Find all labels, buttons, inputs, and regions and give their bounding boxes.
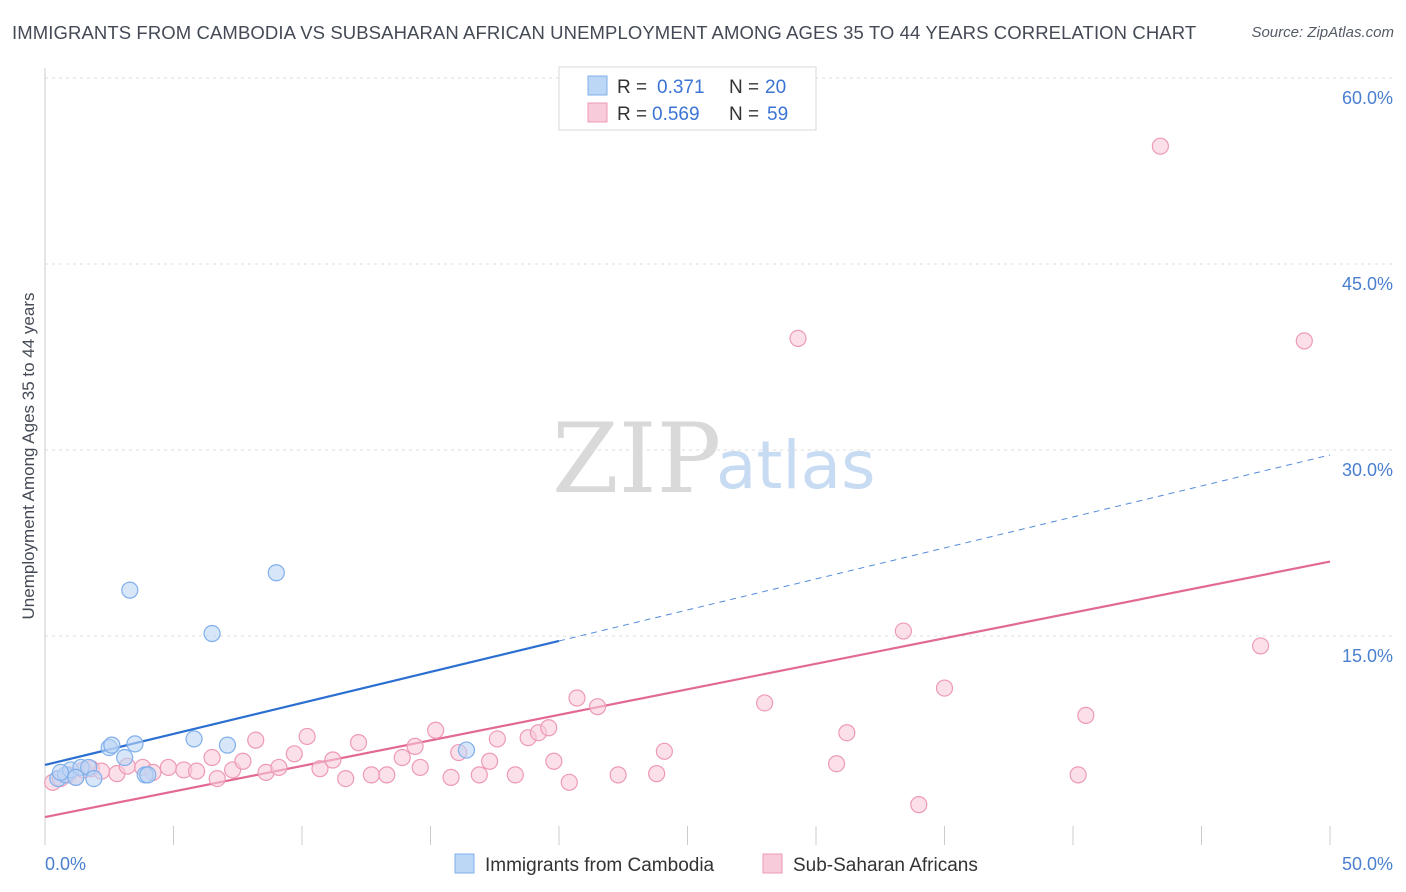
point-cambodia-14 [203,624,221,643]
y-tick-label-1: 30.0% [1342,460,1393,480]
trend-line-cambodia-extension [558,454,1331,642]
point-subsaharan-52 [838,724,856,742]
point-subsaharan-13 [188,762,206,780]
axes: 15.0% 30.0% 45.0% 60.0% 0.0% 50.0% [44,68,1393,874]
point-subsaharan-22 [298,727,316,746]
point-cambodia-9 [121,581,139,599]
y-tick-label-0: 15.0% [1342,646,1393,666]
point-subsaharan-43 [560,773,578,791]
legend-r-label-2: R = [617,104,647,125]
point-subsaharan-37 [481,752,499,770]
point-subsaharan-51 [827,755,846,773]
y-tick-label-3: 60.0% [1342,88,1393,108]
point-subsaharan-25 [337,769,355,788]
point-subsaharan-35 [470,766,488,784]
point-subsaharan-41 [540,719,558,737]
legend-swatch-subsaharan [587,102,608,123]
point-subsaharan-31 [411,758,429,777]
point-subsaharan-44 [568,689,586,707]
point-subsaharan-15 [208,769,226,788]
point-cambodia-12 [139,766,157,784]
bottom-legend-label-subsaharan: Sub-Saharan Africans [793,855,978,876]
y-tick-label-2: 45.0% [1342,274,1393,294]
bottom-legend-swatch-subsaharan [762,853,783,874]
point-subsaharan-58 [1151,137,1169,155]
point-subsaharan-18 [247,731,265,749]
grid [45,77,1392,637]
point-subsaharan-48 [655,742,673,760]
bottom-legend-label-cambodia: Immigrants from Cambodia [485,855,715,876]
series-legend: Immigrants from Cambodia Sub-Saharan Afr… [454,853,978,876]
point-subsaharan-55 [935,679,954,697]
bottom-legend-swatch-cambodia [454,853,475,874]
point-cambodia-13 [185,730,203,748]
point-cambodia-10 [126,735,144,753]
point-subsaharan-14 [203,748,221,767]
x-tick-label-0: 0.0% [45,854,86,874]
legend-n-value-2: 59 [767,104,788,125]
point-subsaharan-11 [159,758,177,777]
point-cambodia-17 [457,741,476,759]
point-subsaharan-38 [506,766,524,784]
point-subsaharan-36 [488,730,506,748]
y-axis-label: Unemployment Among Ages 35 to 44 years [19,293,38,620]
point-subsaharan-53 [894,622,912,640]
point-subsaharan-59 [1252,637,1270,655]
legend-r-value-2: 0.569 [652,104,700,125]
point-subsaharan-60 [1295,332,1313,350]
point-cambodia-8 [116,748,134,767]
point-cambodia-15 [218,736,237,754]
legend-n-value-1: 20 [765,77,786,98]
watermark-zip: ZIP [552,403,721,515]
point-subsaharan-47 [648,765,666,783]
point-subsaharan-26 [349,734,368,752]
point-subsaharan-21 [285,745,303,763]
point-cambodia-19 [67,768,85,786]
point-subsaharan-45 [588,698,607,716]
point-subsaharan-49 [755,694,774,712]
point-cambodia-16 [267,564,285,582]
point-subsaharan-24 [324,751,342,769]
point-subsaharan-54 [910,796,928,814]
point-subsaharan-29 [393,748,411,767]
point-subsaharan-17 [234,752,252,770]
point-subsaharan-32 [427,721,445,739]
point-subsaharan-57 [1077,706,1095,724]
legend-n-label-2: N = [729,104,759,125]
trend-line-cambodia [44,639,560,767]
correlation-legend: R = 0.371 N = 20 R = 0.569 N = 59 [558,66,817,131]
point-subsaharan-33 [442,768,460,786]
point-cambodia-5 [85,769,103,788]
legend-n-label-1: N = [729,77,759,98]
source-credit: Source: ZipAtlas.com [1251,24,1394,41]
point-subsaharan-28 [378,766,396,784]
point-subsaharan-30 [406,737,424,755]
x-tick-label-1: 50.0% [1342,854,1393,874]
watermark-atlas: atlas [716,427,876,504]
point-subsaharan-27 [362,766,380,784]
chart-title: IMMIGRANTS FROM CAMBODIA VS SUBSAHARAN A… [12,22,1197,43]
point-subsaharan-42 [545,752,563,770]
trend-line-subsaharan [44,560,1331,819]
point-cambodia-18 [51,763,70,782]
legend-swatch-cambodia [587,75,608,96]
point-subsaharan-56 [1069,766,1087,784]
point-subsaharan-23 [311,760,329,778]
point-subsaharan-20 [270,758,288,777]
legend-r-label-1: R = [617,77,647,98]
legend-r-value-1: 0.371 [657,77,705,98]
point-subsaharan-46 [609,766,627,784]
point-subsaharan-50 [789,329,807,347]
data-points [44,137,1313,814]
point-cambodia-7 [103,736,121,754]
